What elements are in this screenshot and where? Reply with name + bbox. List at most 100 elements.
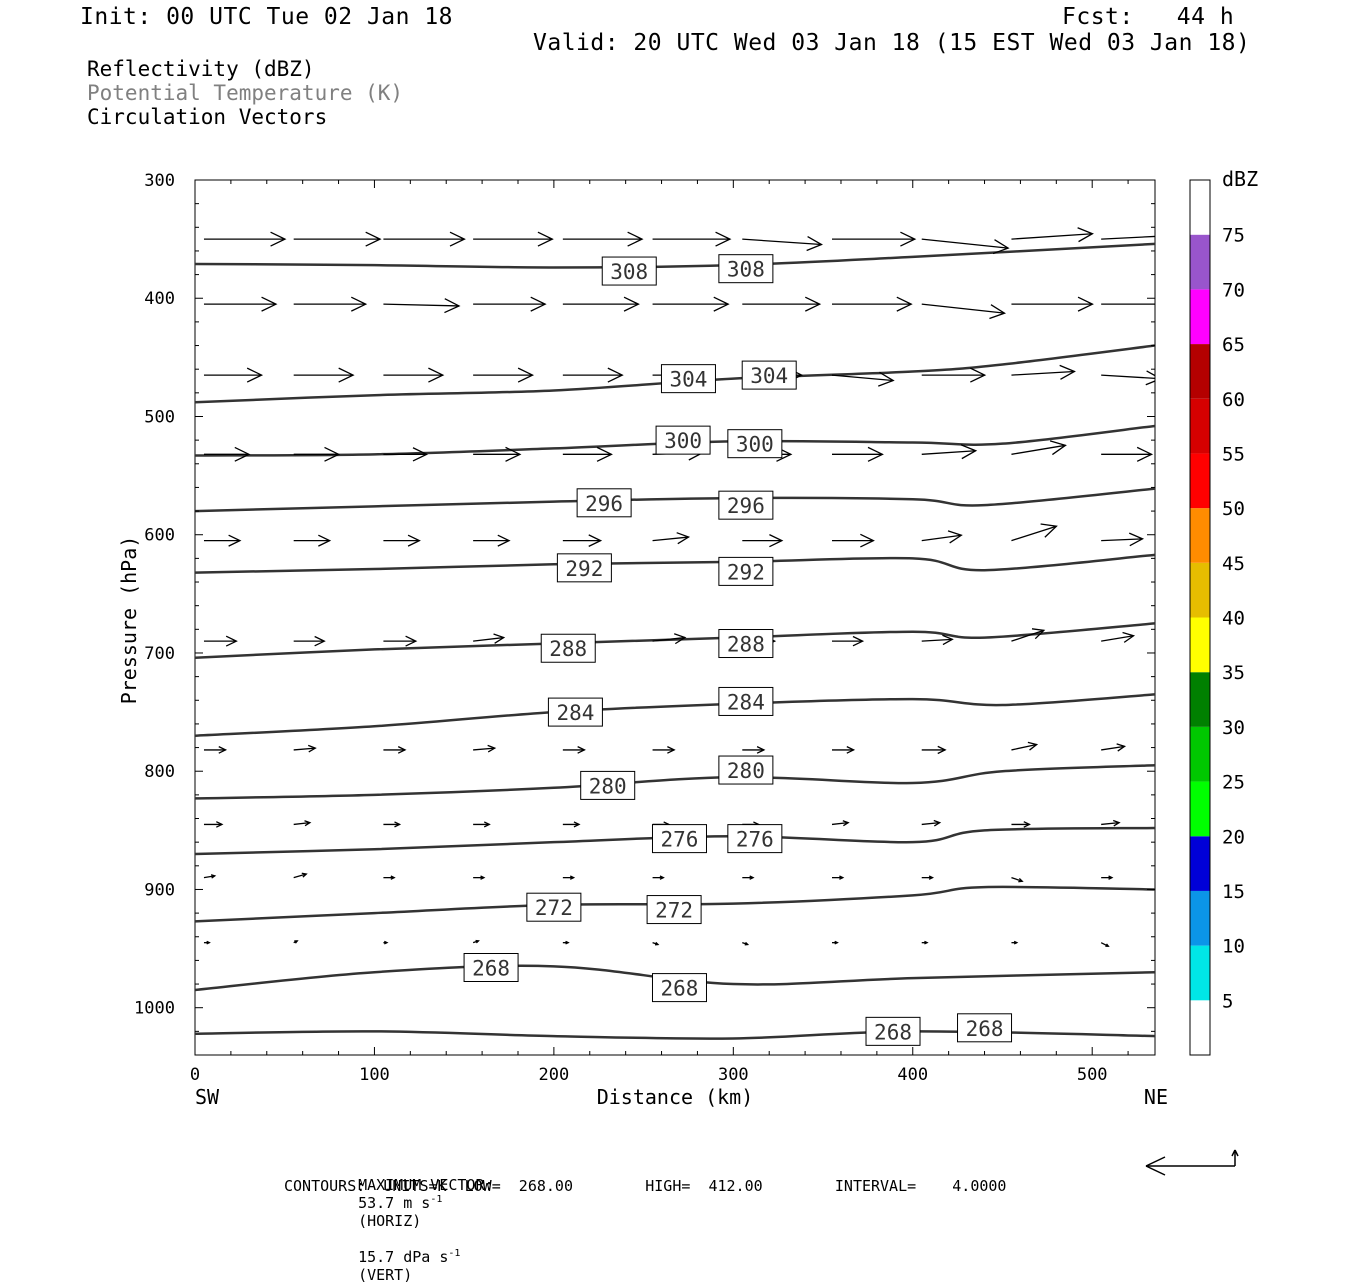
vector-arrow-head [405,635,418,647]
vector-arrow-head [947,530,963,544]
vector-arrow-head [992,239,1010,255]
contour-label-box [660,364,716,394]
max-vector-label: MAXIMUM VECTOR: [358,1176,494,1194]
vector-arrow [1011,444,1066,455]
contour-label-box [718,629,774,659]
vector-arrow-head [505,446,522,462]
vector-arrow-head [1136,446,1154,462]
theta-contour-288 [195,622,1155,659]
vector-arrow-head [384,940,389,945]
vector-arrow [203,875,215,879]
contour-label-box [646,895,702,925]
vector-arrow-head [1059,364,1076,380]
contour-label: 284 [727,690,765,714]
contour-label: 268 [472,957,510,981]
vector-arrow [921,238,1009,249]
theta-contour-292 [195,553,1155,574]
colorbar-tick-label: 50 [1222,498,1245,520]
vector-arrow-head [216,821,224,828]
vector-arrow [921,821,940,826]
colorbar-segment [1190,344,1210,399]
x-tick-label: 100 [359,1065,390,1085]
vector-arrow-head [1013,940,1019,945]
contour-label-box [651,973,707,1003]
legend-vectors: Circulation Vectors [87,105,328,129]
contour-label: 300 [664,429,702,453]
vector-arrow-head [900,231,917,247]
contour-label-box [865,1016,921,1046]
vector-arrow-head [970,367,987,383]
contour-label: 296 [727,494,765,518]
colorbar-tick-label: 40 [1222,608,1245,630]
contour-label: 268 [661,977,699,1001]
valid-time: Valid: 20 UTC Wed 03 Jan 18 (15 EST Wed … [533,30,1251,56]
theta-contour-284 [195,693,1155,737]
vector-arrow-head [1159,297,1173,311]
init-time: Init: 00 UTC Tue 02 Jan 18 [80,4,454,30]
vector-arrow-head [1116,743,1127,752]
vector-arrow-head [307,744,317,753]
vector-arrow [921,303,1005,314]
contour-label-box [526,892,582,922]
vector-arrow-head [483,821,491,828]
vector-arrow-head [1108,875,1114,880]
vector-arrow-head [654,941,660,946]
contour-label-box [718,254,774,284]
contour-label-box [580,770,636,800]
vector-arrow-head [397,746,407,754]
vector-arrow [1011,233,1093,240]
contour-label-box [463,953,519,982]
contour-label: 284 [556,701,594,725]
vector-arrow [1101,235,1155,240]
contour-label: 276 [736,828,774,852]
contour-label: 276 [661,828,699,852]
vector-arrow-head [304,820,312,827]
vector-arrow-head [673,633,687,645]
vector-arrow-head [480,875,486,880]
vector-arrow [921,450,976,455]
vector-arrow [921,638,953,642]
colorbar-tick-label: 55 [1222,443,1245,465]
vector-arrow-head [960,444,978,460]
vector-arrow-head [225,635,238,647]
vector-arrow-head [715,231,732,247]
vector-arrow-head [1049,440,1067,456]
vector-arrow-head [234,446,251,462]
colorbar-segment [1190,1000,1210,1055]
reference-vector-icon [1145,1149,1239,1176]
contour-label: 268 [874,1020,912,1044]
vector-arrow-head [1023,821,1031,828]
contour-label-box [741,360,797,390]
contour-label: 280 [727,759,765,783]
colorbar-segment [1190,945,1210,1001]
vector-arrow [1101,745,1125,751]
vector-arrow-head [867,446,884,462]
vector-arrow [831,374,894,382]
vector-arrow [1011,525,1057,542]
y-tick-label: 500 [144,407,175,427]
vector-arrow [473,636,504,642]
vector-arrow [1101,374,1155,380]
contour-label: 304 [750,364,788,388]
vector-arrow-head [1158,229,1173,243]
vector-arrow-head [1077,227,1094,243]
vector-arrow-head [261,296,278,312]
colorbar-segment [1190,234,1210,290]
y-tick-label: 400 [144,289,175,309]
colorbar-tick-label: 60 [1222,389,1245,411]
vector-arrow-head [497,534,511,547]
colorbar-tick-label: 65 [1222,334,1245,356]
vector-arrow-head [588,534,603,547]
vector-arrow-head [206,940,211,945]
vector-arrow-head [852,635,865,647]
colorbar-tick-label: 10 [1222,936,1245,958]
max-vert-value: 15.7 dPa s [358,1248,449,1266]
colorbar-segment [1190,836,1210,891]
vector-arrow-head [475,939,480,944]
vector-arrow-head [569,875,576,880]
horiz-unit: (HORIZ) [358,1212,422,1230]
colorbar-tick-label: 30 [1222,717,1245,739]
vector-arrow-head [804,296,822,312]
y-tick-label: 600 [144,526,175,546]
y-tick-label: 700 [144,644,175,664]
